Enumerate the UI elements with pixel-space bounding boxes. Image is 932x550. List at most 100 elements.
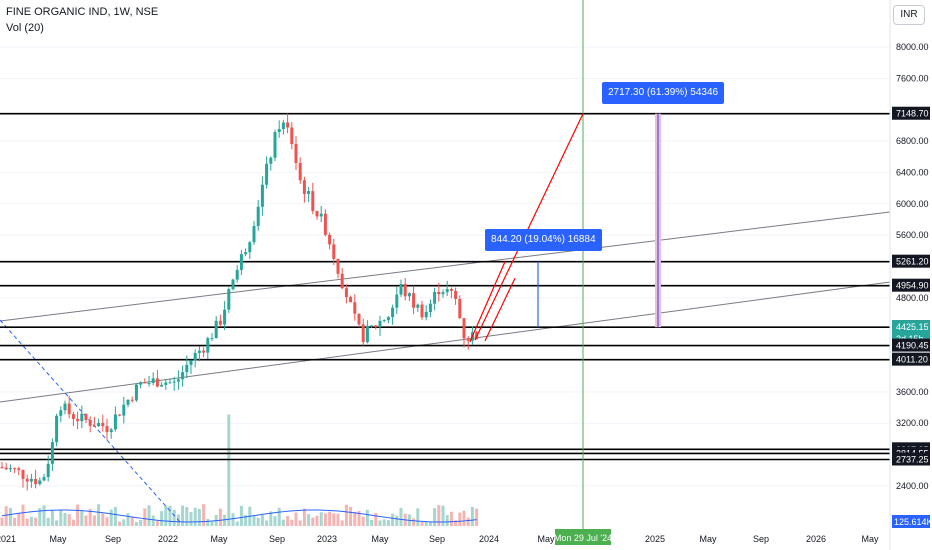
measure-label-large[interactable]: 2717.30 (61.39%) 54346	[602, 82, 725, 104]
volume-bar	[0, 517, 4, 526]
candle-body	[218, 320, 222, 325]
price-label: 4425.15	[896, 322, 929, 332]
candle-body	[441, 292, 445, 295]
candle-body	[269, 157, 273, 164]
candle-body	[71, 414, 75, 419]
projection-arrow-mid	[484, 277, 516, 342]
volume-bar	[252, 515, 256, 526]
candle-body	[382, 320, 386, 322]
candle-body	[386, 317, 390, 321]
candle-body	[76, 418, 80, 422]
candle-body	[290, 127, 294, 145]
time-tick-label: 2024	[479, 534, 499, 544]
projection-arrow-long	[474, 113, 584, 341]
candle-body	[38, 480, 42, 485]
volume-bar	[302, 508, 306, 526]
volume-bar	[197, 509, 201, 526]
volume-bar	[126, 513, 130, 526]
candle-body	[378, 320, 382, 328]
drawings: Mon 29 Jul '24	[469, 0, 661, 545]
volume-bar	[105, 517, 109, 526]
candle-body	[97, 422, 101, 427]
volume-bar	[445, 515, 449, 526]
candle-body	[17, 468, 21, 470]
candle-body	[281, 122, 285, 130]
time-tick-label: Sep	[753, 534, 769, 544]
candle-body	[332, 244, 336, 259]
volume-bar	[118, 521, 122, 526]
volume-bar	[17, 513, 21, 526]
volume-bar	[42, 505, 46, 526]
time-tick-label: 2026	[806, 534, 826, 544]
candle-body	[134, 384, 138, 401]
price-label: 7148.70	[896, 109, 929, 119]
volume-bar	[416, 508, 420, 526]
candle-body	[256, 206, 260, 227]
candle-body	[13, 468, 17, 470]
volume-bar	[63, 513, 67, 526]
volume-bar	[466, 517, 470, 526]
time-tick-label: May	[699, 534, 717, 544]
candle-body	[109, 429, 113, 433]
volume-ma-label: 125.614K	[894, 517, 932, 527]
volume-bars	[0, 414, 479, 526]
candle-body	[412, 293, 416, 308]
candle-body	[424, 311, 428, 318]
volume-bar	[244, 514, 248, 526]
volume-bar	[164, 505, 168, 526]
measure-label-small[interactable]: 844.20 (19.04%) 16884	[485, 229, 602, 251]
volume-bar	[181, 505, 185, 526]
volume-bar	[428, 521, 432, 526]
volume-bar	[458, 512, 462, 526]
candle-body	[428, 303, 432, 312]
volume-bar	[395, 515, 399, 526]
time-tick-label: May	[49, 534, 67, 544]
candle-body	[181, 372, 185, 380]
volume-bar	[147, 505, 151, 526]
volume-bar	[277, 507, 281, 526]
candle-body	[361, 324, 365, 343]
volume-indicator-label[interactable]: Vol (20)	[6, 22, 44, 34]
candle-body	[164, 382, 168, 385]
candle-body	[59, 410, 63, 416]
candle-body	[197, 350, 201, 353]
volume-bar	[332, 513, 336, 526]
candle-body	[252, 226, 256, 243]
price-tick-label: 6000.00	[896, 199, 929, 209]
volume-bar	[97, 504, 101, 526]
volume-bar	[420, 521, 424, 526]
volume-bar	[168, 505, 172, 526]
volume-bar	[260, 515, 264, 526]
candle-body	[42, 477, 46, 481]
candle-body	[235, 269, 239, 280]
candle-body	[458, 298, 462, 319]
candle-body	[374, 325, 378, 328]
candle-body	[462, 318, 466, 339]
currency-button[interactable]: INR	[893, 5, 925, 25]
price-label: 5261.20	[896, 257, 929, 267]
volume-bar	[202, 504, 206, 526]
upper-channel-line	[0, 211, 891, 322]
volume-bar	[71, 519, 75, 526]
volume-bar	[256, 517, 260, 526]
price-tick-label: 3600.00	[896, 387, 929, 397]
candle-body	[34, 478, 38, 485]
candle-body	[437, 291, 441, 295]
volume-bar	[365, 509, 369, 526]
candle-body	[298, 162, 302, 181]
candle-body	[210, 338, 214, 340]
volume-bar	[281, 519, 285, 526]
candle-body	[353, 302, 357, 314]
symbol-title: FINE ORGANIC IND, 1W, NSE	[6, 6, 159, 18]
candle-body	[105, 426, 109, 433]
price-label-bg	[892, 338, 930, 352]
price-tick-label: 8000.00	[896, 42, 929, 52]
volume-bar	[139, 520, 143, 526]
candle-body	[126, 399, 130, 405]
candle-body	[130, 399, 134, 401]
price-label: 2737.25	[896, 454, 929, 464]
candle-body	[239, 254, 243, 270]
volume-bar	[151, 515, 155, 526]
candle-body	[193, 352, 197, 361]
